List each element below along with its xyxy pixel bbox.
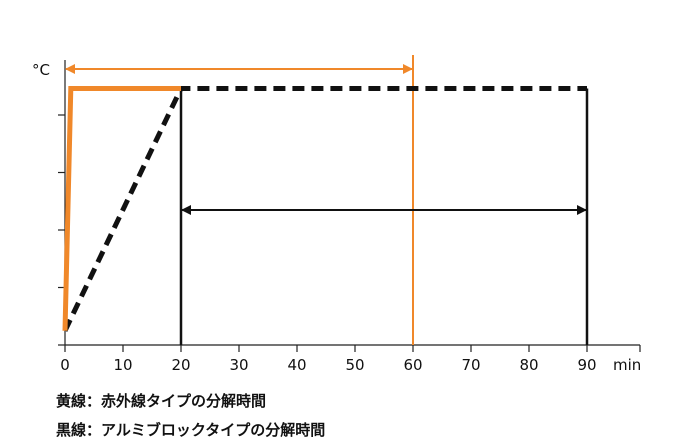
temperature-time-chart: 0 10 20 30 40 50 60 70 80 90 min °C	[32, 55, 641, 374]
x-tick-label-50: 50	[345, 356, 364, 374]
x-tick-label-40: 40	[287, 356, 306, 374]
x-tick-label-60: 60	[403, 356, 422, 374]
x-tick-label-0: 0	[60, 356, 70, 374]
x-tick-label-90: 90	[577, 356, 596, 374]
series-line-0	[62, 86, 181, 331]
x-tick-label-20: 20	[171, 356, 190, 374]
legend-black-line: 黒線：アルミブロックタイプの分解時間	[56, 421, 326, 439]
y-axis-label: °C	[32, 61, 50, 79]
x-tick-label-10: 10	[113, 356, 132, 374]
x-tick-label-80: 80	[519, 356, 538, 374]
x-tick-label-30: 30	[229, 356, 248, 374]
x-axis-label: min	[613, 356, 641, 374]
x-tick-label-70: 70	[461, 356, 480, 374]
legend-yellow-line: 黄線：赤外線タイプの分解時間	[56, 392, 267, 410]
